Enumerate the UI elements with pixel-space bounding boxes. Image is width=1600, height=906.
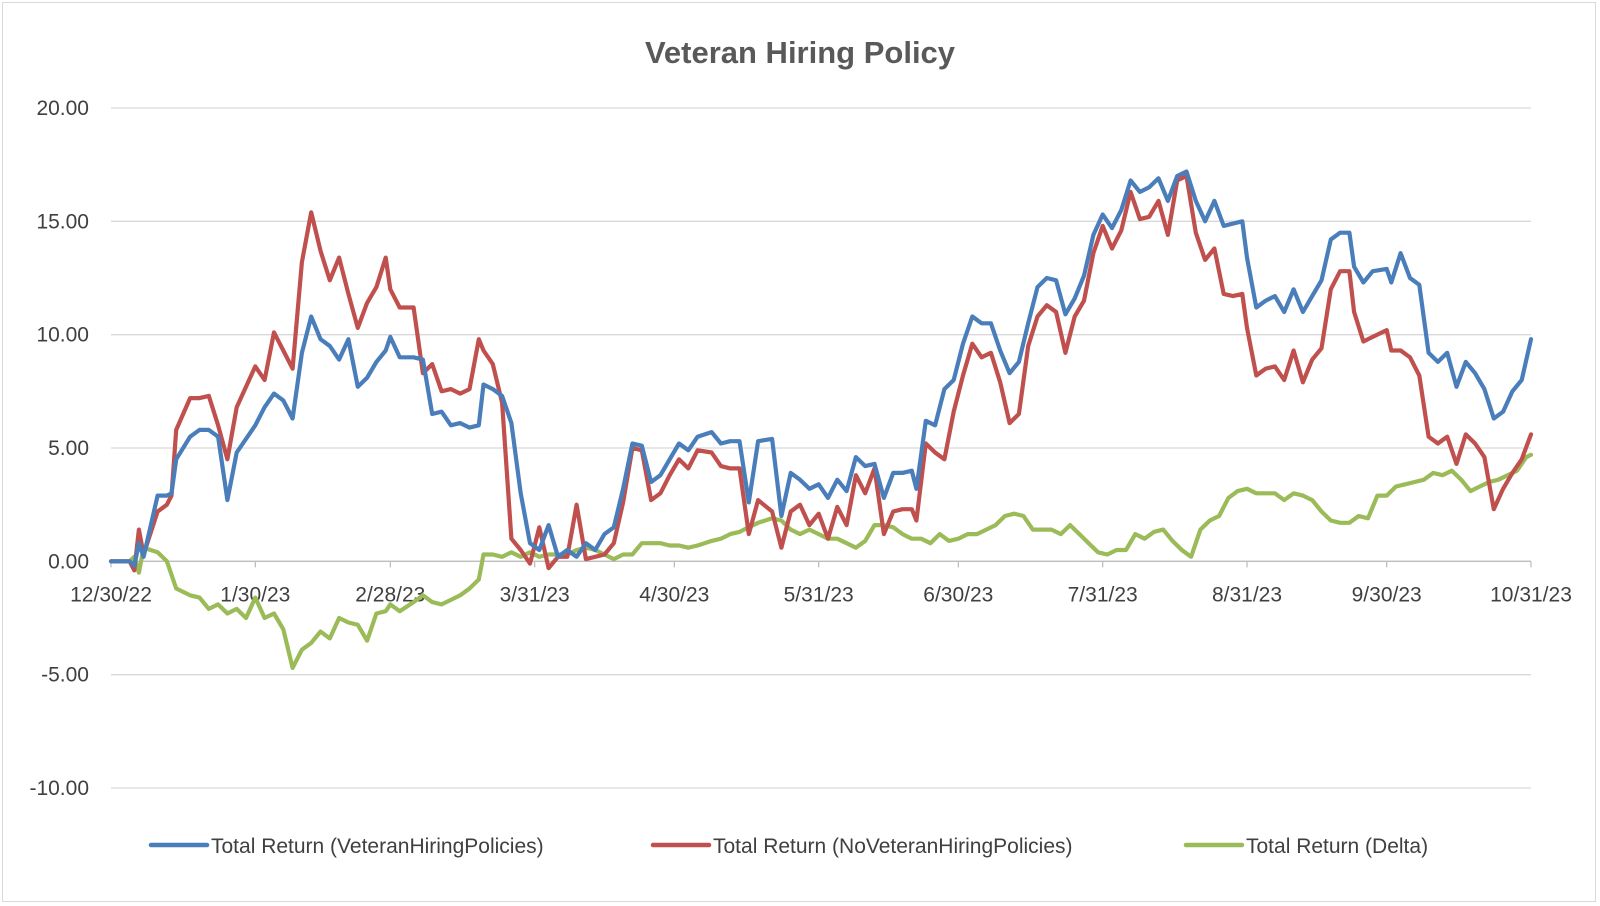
y-tick-label: 10.00	[36, 324, 89, 347]
x-tick-label: 2/28/23	[355, 583, 425, 606]
x-tick-label: 3/31/23	[500, 583, 570, 606]
y-tick-label: 0.00	[48, 550, 89, 573]
chart-title: Veteran Hiring Policy	[645, 35, 956, 70]
legend-label: Total Return (VeteranHiringPolicies)	[211, 835, 544, 858]
gridlines	[111, 107, 1531, 789]
legend-item: Total Return (Delta)	[1183, 835, 1428, 858]
x-tick-label: 7/31/23	[1068, 583, 1138, 606]
x-axis-ticks: 12/30/22 1/30/23 2/28/23 3/31/23 4/30/23 5/31…	[70, 561, 1572, 606]
series-lines	[108, 169, 1534, 671]
y-tick-label: 15.00	[36, 210, 89, 233]
chart-canvas: Veteran Hiring Policy 20.00 15.00 10.00 5.0…	[29, 35, 1572, 858]
y-tick-label: -10.00	[29, 777, 89, 800]
x-tick-label: 5/31/23	[784, 583, 854, 606]
legend-item: Total Return (VeteranHiringPolicies)	[148, 835, 544, 858]
x-tick-label: 10/31/23	[1490, 583, 1572, 606]
legend-item: Total Return (NoVeteranHiringPolicies)	[650, 835, 1073, 858]
series-line-1	[108, 173, 1534, 573]
series-line-0	[108, 169, 1534, 569]
y-tick-label: -5.00	[41, 664, 89, 687]
legend-label: Total Return (NoVeteranHiringPolicies)	[713, 835, 1073, 858]
x-tick-label: 12/30/22	[70, 583, 152, 606]
legend: Total Return (VeteranHiringPolicies) Tota…	[148, 835, 1428, 858]
legend-label: Total Return (Delta)	[1246, 835, 1428, 858]
y-tick-label: 20.00	[36, 97, 89, 120]
x-tick-label: 9/30/23	[1352, 583, 1422, 606]
x-tick-label: 8/31/23	[1212, 583, 1282, 606]
y-axis-ticks: 20.00 15.00 10.00 5.00 0.00 -5.00 -10.00	[29, 97, 89, 800]
x-tick-label: 6/30/23	[923, 583, 993, 606]
x-tick-label: 1/30/23	[220, 583, 290, 606]
y-tick-label: 5.00	[48, 437, 89, 460]
x-tick-label: 4/30/23	[639, 583, 709, 606]
